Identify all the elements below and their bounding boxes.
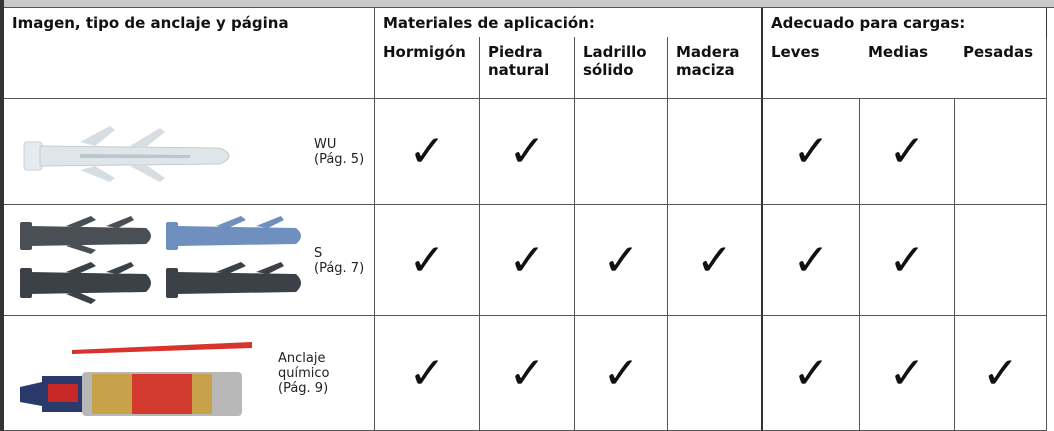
anchor-cell [4,205,375,316]
header-text: Ladrillo [583,43,647,61]
label-line: químico [278,366,330,381]
check-cell [955,205,1047,316]
header-text: Leves [771,43,820,61]
header-text: Adecuado para cargas: [771,14,966,32]
check-mark: ✓ [508,234,546,286]
anchor-cell [4,99,375,205]
check-cell: ✓ [375,99,480,205]
check-cell: ✓ [375,205,480,316]
check-mark: ✓ [982,347,1019,399]
header-text: Piedra [488,43,543,61]
header-text: Imagen, tipo de anclaje y página [12,14,289,32]
material-header: Hormigón [375,37,480,99]
check-mark: ✓ [408,126,446,177]
check-cell: ✓ [375,316,480,431]
loads-group-header: Adecuado para cargas: [763,8,1047,37]
check-cell [668,99,763,205]
header-text: maciza [676,61,735,79]
materials-group-header: Materiales de aplicación: [375,8,763,37]
header-text: Medias [868,43,929,61]
check-cell: ✓ [860,99,955,205]
label-line: (Pág. 9) [278,381,329,396]
anchor-label: Anclaje químico (Pág. 9) [278,351,329,396]
check-mark: ✓ [508,347,546,399]
check-cell [955,99,1047,205]
check-mark: ✓ [508,126,546,177]
check-cell: ✓ [575,205,668,316]
check-mark: ✓ [888,126,926,177]
anchor-label: WU (Pág. 5) [314,137,364,167]
check-mark: ✓ [792,234,830,286]
wu-anchor-image [23,126,230,182]
check-mark: ✓ [408,234,446,286]
check-cell: ✓ [763,99,860,205]
material-header: Madera maciza [668,37,763,99]
load-header: Medias [860,37,955,99]
header-text: sólido [583,61,634,79]
check-cell: ✓ [860,316,955,431]
top-bar [0,0,1054,8]
check-mark: ✓ [408,347,446,399]
check-cell: ✓ [763,205,860,316]
check-cell [668,316,763,431]
check-mark: ✓ [602,347,640,399]
header-text: Hormigón [383,43,466,61]
check-cell: ✓ [763,316,860,431]
check-mark: ✓ [792,126,830,177]
label-line: S [314,245,323,261]
label-line: (Pág. 5) [314,152,365,167]
check-cell: ✓ [955,316,1047,431]
header-text: natural [488,61,550,79]
check-cell: ✓ [575,316,668,431]
check-cell: ✓ [480,99,575,205]
check-cell: ✓ [480,316,575,431]
check-mark: ✓ [602,234,640,286]
load-header: Pesadas [955,37,1047,99]
check-cell [575,99,668,205]
header-text: Materiales de aplicación: [383,14,595,32]
header-text: Madera [676,43,740,61]
anchor-label: S (Pág. 7) [314,246,364,276]
check-cell: ✓ [480,205,575,316]
check-mark: ✓ [888,234,926,286]
check-cell: ✓ [668,205,763,316]
load-header: Leves [763,37,860,99]
anchor-column-header: Imagen, tipo de anclaje y página [4,8,375,99]
left-border [0,0,4,431]
check-cell: ✓ [860,205,955,316]
material-header: Ladrillo sólido [575,37,668,99]
label-line: (Pág. 7) [314,260,365,276]
label-line: WU [314,137,337,152]
check-mark: ✓ [888,347,926,399]
header-text: Pesadas [963,43,1034,61]
check-mark: ✓ [696,234,733,286]
s-anchor-image [20,216,301,304]
label-line: Anclaje [278,351,326,366]
check-mark: ✓ [792,347,830,399]
material-header: Piedra natural [480,37,575,99]
chemical-anchor-image [20,342,252,416]
